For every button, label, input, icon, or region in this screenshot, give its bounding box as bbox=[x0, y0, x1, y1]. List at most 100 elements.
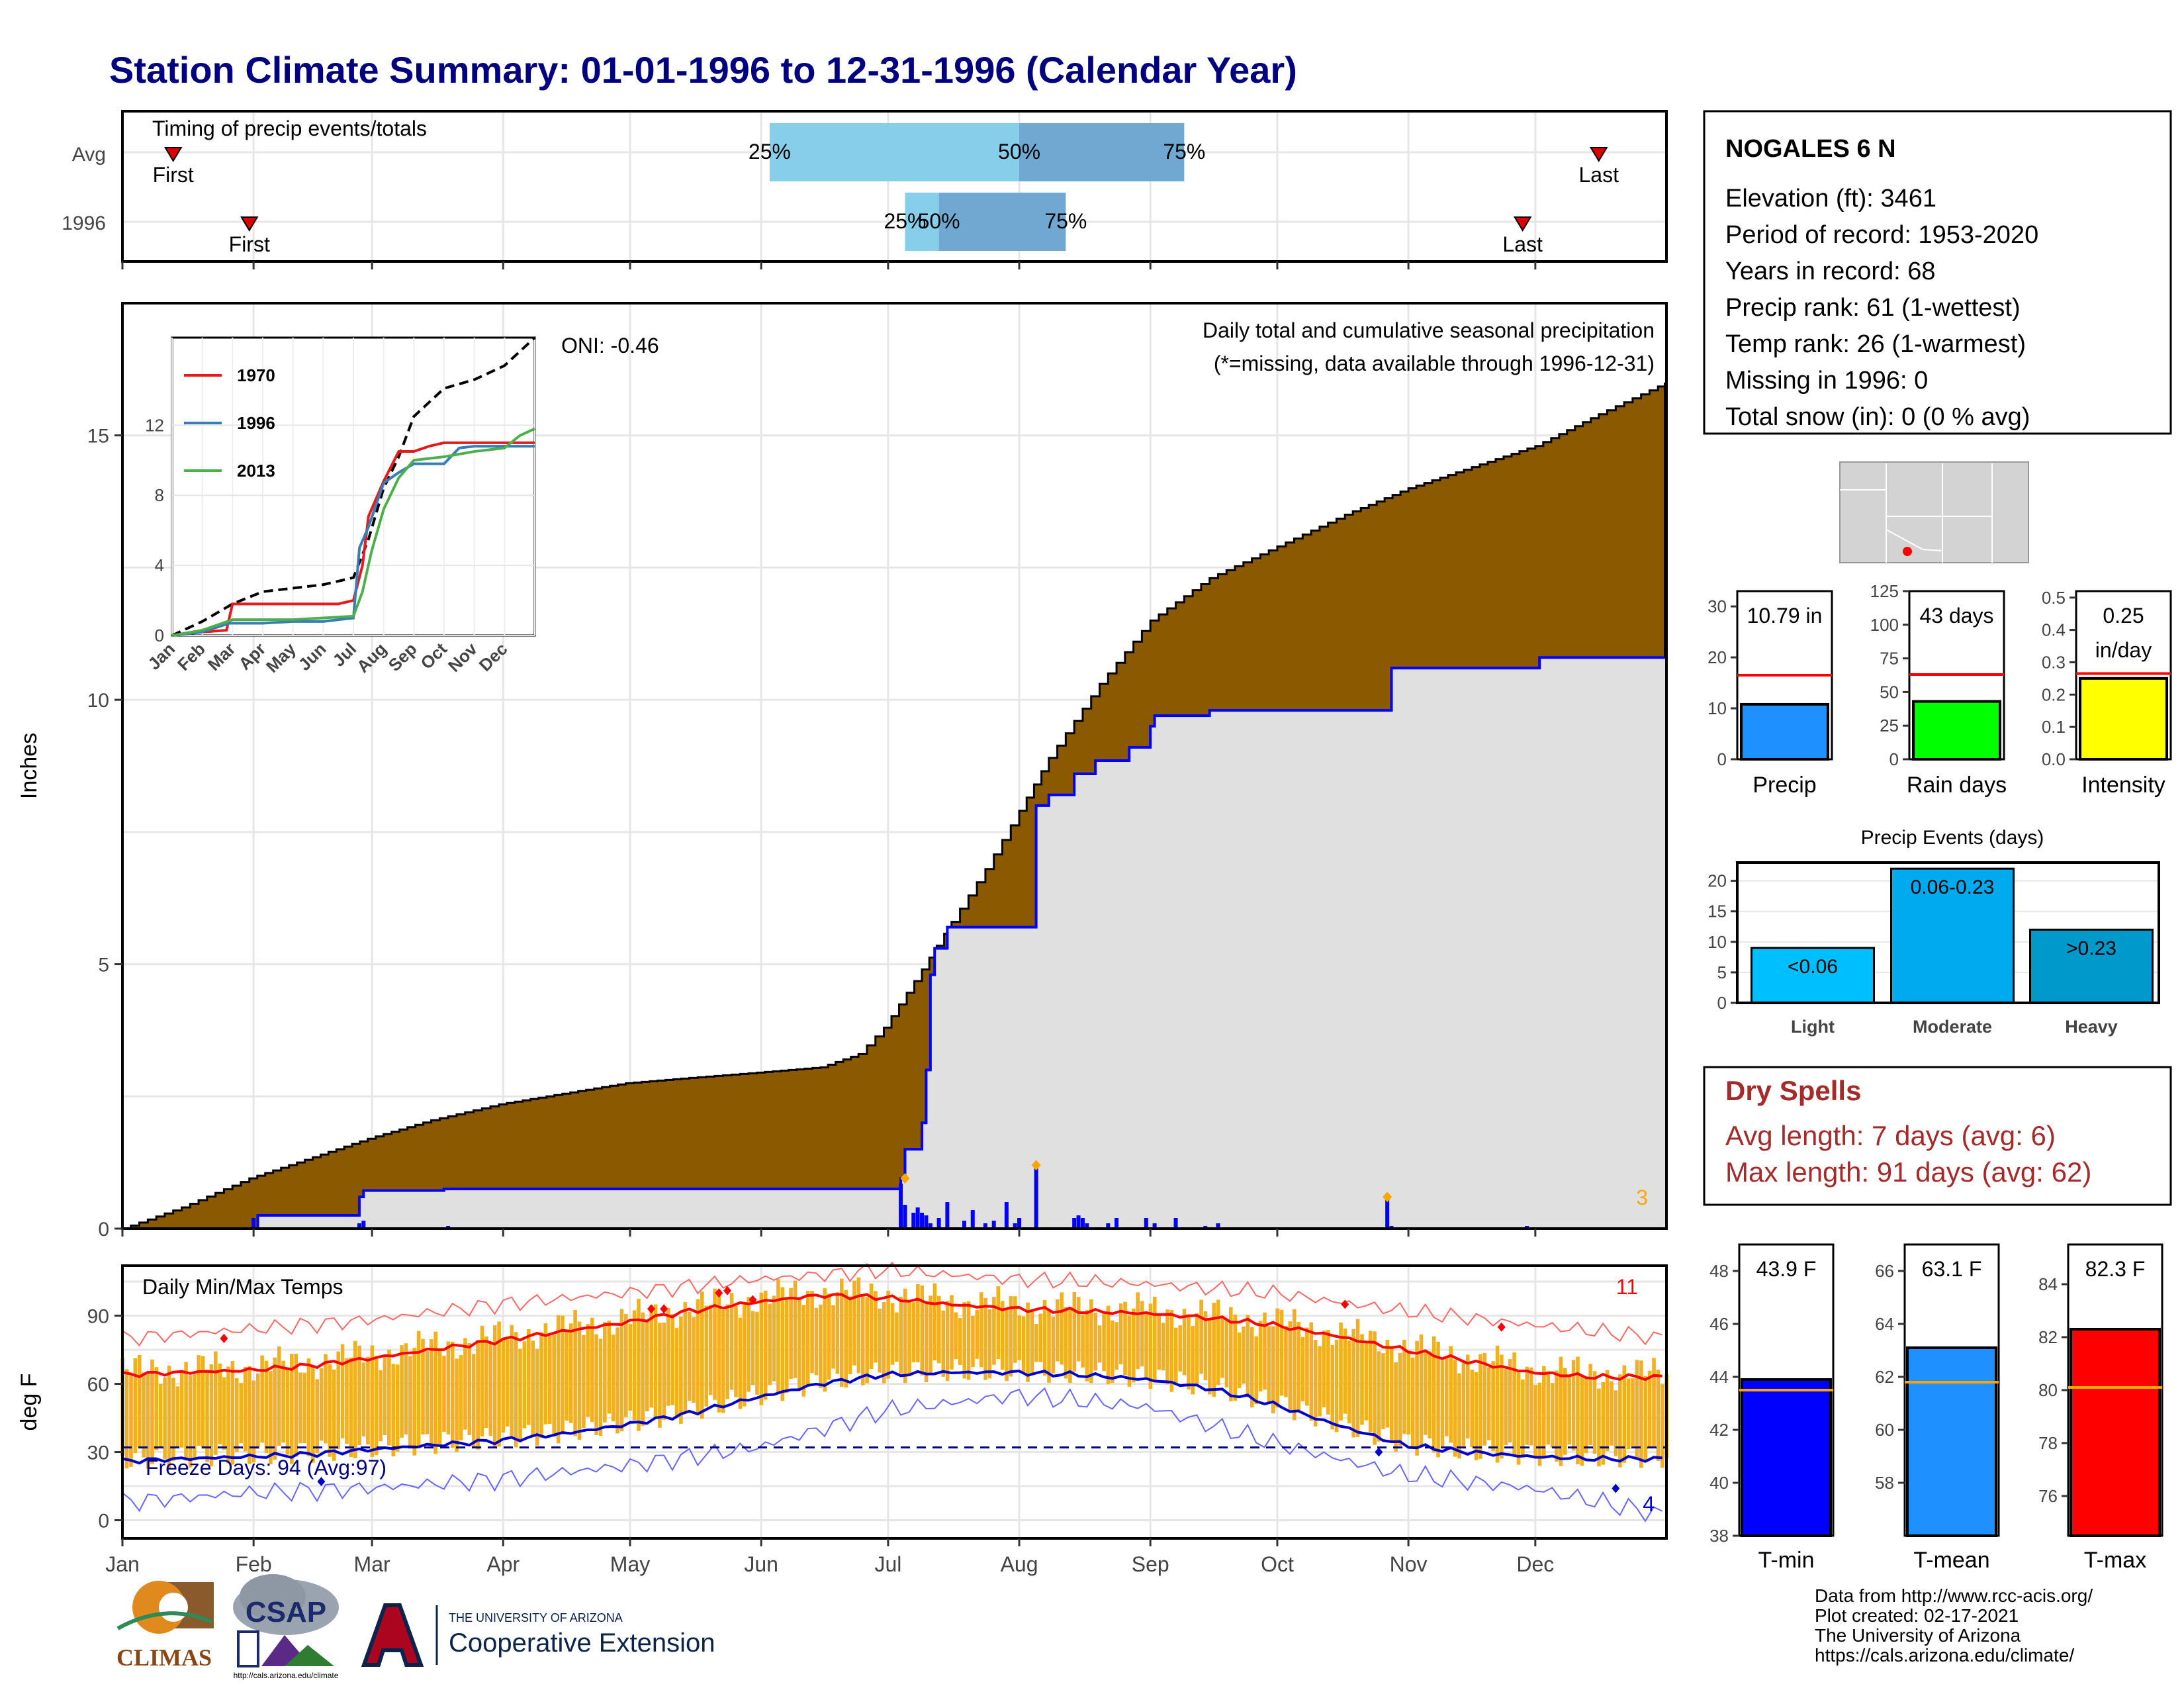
station-location-dot bbox=[1903, 547, 1912, 556]
temp-ylabel: deg F bbox=[17, 1374, 42, 1431]
daily-temp-bar bbox=[975, 1309, 979, 1359]
stat-1-value-label: 43 days bbox=[1919, 604, 1993, 628]
daily-temp-bar bbox=[784, 1299, 789, 1393]
daily-precip-bar bbox=[1216, 1223, 1220, 1229]
daily-temp-bar bbox=[1246, 1315, 1250, 1395]
daily-temp-bar bbox=[328, 1364, 332, 1457]
daily-temp-bar bbox=[1555, 1370, 1559, 1462]
daily-temp-bar bbox=[869, 1284, 874, 1369]
daily-temp-bar bbox=[916, 1284, 920, 1362]
quartile-25-50-bar bbox=[769, 123, 1020, 181]
credit-line-2: Plot created: 02-17-2021 bbox=[1815, 1605, 2019, 1626]
daily-temp-bar bbox=[561, 1315, 565, 1434]
daily-temp-bar bbox=[856, 1277, 861, 1374]
daily-temp-bar bbox=[1292, 1309, 1297, 1421]
daily-temp-bar bbox=[412, 1348, 417, 1456]
daily-temp-bar bbox=[933, 1283, 937, 1360]
station-line-6: Missing in 1996: 0 bbox=[1725, 367, 1928, 395]
daily-temp-bar bbox=[522, 1341, 527, 1429]
temp-title: Daily Min/Max Temps bbox=[142, 1275, 343, 1299]
daily-temp-bar bbox=[387, 1349, 391, 1446]
daily-temp-bar bbox=[911, 1302, 916, 1363]
daily-temp-bar bbox=[1643, 1376, 1648, 1461]
daily-temp-bar bbox=[214, 1351, 218, 1455]
daily-temp-bar bbox=[1330, 1344, 1335, 1430]
daily-temp-bar bbox=[531, 1340, 535, 1437]
daily-temp-bar bbox=[463, 1338, 467, 1430]
event-bar-label: 0.06-0.23 bbox=[1911, 876, 1995, 898]
daily-temp-bar bbox=[840, 1278, 844, 1387]
record-high-marker bbox=[1341, 1299, 1349, 1309]
daily-temp-bar bbox=[188, 1375, 193, 1468]
stat-2-ytick-label: 0.2 bbox=[2042, 684, 2066, 704]
daily-temp-bar bbox=[1347, 1340, 1351, 1424]
tstat-0-ytick-label: 40 bbox=[1709, 1473, 1729, 1493]
daily-temp-bar bbox=[459, 1355, 463, 1440]
event-bar-label: >0.23 bbox=[2066, 937, 2116, 959]
daily-temp-bar bbox=[1115, 1322, 1119, 1370]
daily-temp-bar bbox=[992, 1297, 996, 1365]
month-label: Feb bbox=[236, 1552, 272, 1576]
daily-temp-bar bbox=[1343, 1328, 1347, 1414]
record-tmax-line bbox=[122, 1261, 1662, 1347]
daily-temp-bar bbox=[1254, 1336, 1258, 1405]
daily-precip-bar bbox=[1115, 1218, 1119, 1229]
daily-temp-bar bbox=[298, 1372, 302, 1444]
month-label: Dec bbox=[1516, 1552, 1554, 1576]
inset-series-Avg bbox=[171, 336, 536, 637]
events-ytick-label: 20 bbox=[1707, 871, 1727, 891]
extreme-precip-marker bbox=[1031, 1160, 1041, 1171]
daily-precip-bar bbox=[945, 1202, 950, 1229]
station-line-2: Period of record: 1953-2020 bbox=[1725, 221, 2038, 249]
ua-extension: Cooperative Extension bbox=[449, 1628, 715, 1658]
record-high-marker bbox=[723, 1286, 732, 1295]
daily-temp-bar bbox=[573, 1309, 577, 1436]
daily-temp-bar bbox=[1571, 1360, 1576, 1451]
daily-precip-bar bbox=[899, 1184, 903, 1229]
daily-temp-bar bbox=[336, 1351, 340, 1450]
daily-temp-bar bbox=[827, 1293, 831, 1380]
tstat-0-ytick-label: 42 bbox=[1709, 1420, 1729, 1440]
daily-temp-bar bbox=[1140, 1301, 1144, 1367]
daily-precip-bar bbox=[1034, 1168, 1038, 1229]
ua-logo: THE UNIVERSITY OF ARIZONA Cooperative Ex… bbox=[361, 1603, 715, 1667]
daily-temp-bar bbox=[776, 1279, 780, 1393]
daily-temp-bar bbox=[1479, 1354, 1482, 1459]
precip-ytick-label: 10 bbox=[87, 690, 109, 712]
daily-temp-bar bbox=[1042, 1299, 1047, 1376]
tstat-1-ytick-label: 58 bbox=[1875, 1473, 1894, 1493]
daily-precip-bar bbox=[251, 1218, 256, 1229]
daily-temp-bar bbox=[810, 1291, 814, 1374]
daily-temp-bar bbox=[1102, 1313, 1106, 1372]
avg-cumulative-outline bbox=[122, 382, 1668, 1230]
stat-2-ytick-label: 0.1 bbox=[2042, 717, 2066, 737]
station-line-5: Temp rank: 26 (1-warmest) bbox=[1725, 330, 2026, 358]
event-category-label: Moderate bbox=[1913, 1017, 1992, 1037]
daily-temp-bar bbox=[1258, 1321, 1263, 1391]
tstat-0-label: T-min bbox=[1758, 1548, 1815, 1573]
csap-wordmark: CSAP bbox=[246, 1596, 326, 1628]
daily-temp-bar bbox=[1313, 1339, 1318, 1427]
daily-temp-bar bbox=[467, 1342, 472, 1435]
daily-temp-bar bbox=[248, 1366, 251, 1464]
daily-temp-bar bbox=[1250, 1327, 1254, 1408]
daily-temp-bar bbox=[150, 1359, 154, 1464]
daily-temp-bar bbox=[565, 1330, 569, 1421]
daily-temp-bar bbox=[1127, 1315, 1132, 1387]
daily-temp-bar bbox=[1381, 1353, 1385, 1429]
tstat-0-ytick-label: 48 bbox=[1709, 1261, 1729, 1281]
daily-temp-bar bbox=[987, 1309, 992, 1379]
daily-temp-bar bbox=[1474, 1372, 1479, 1460]
daily-temp-bar bbox=[1182, 1309, 1187, 1376]
daily-temp-bar bbox=[1626, 1378, 1631, 1450]
daily-temp-bar bbox=[903, 1288, 907, 1383]
daily-precip-bar bbox=[1173, 1218, 1178, 1229]
precip-header: Daily total and cumulative seasonal prec… bbox=[1203, 318, 1655, 342]
event-category-label: Light bbox=[1791, 1017, 1835, 1037]
daily-temp-bar bbox=[1445, 1356, 1449, 1436]
daily-temp-bar bbox=[1237, 1333, 1242, 1389]
daily-temp-bar bbox=[1034, 1324, 1038, 1362]
daily-temp-bar bbox=[1017, 1315, 1022, 1360]
daily-temp-bar bbox=[1415, 1340, 1419, 1456]
daily-temp-bar bbox=[1647, 1370, 1652, 1448]
